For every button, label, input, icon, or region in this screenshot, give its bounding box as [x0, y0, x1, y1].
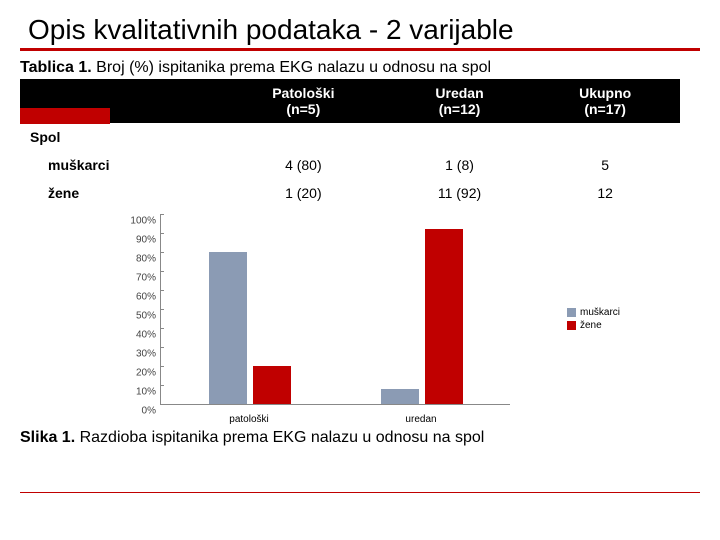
row-label: muškarci: [20, 151, 218, 179]
col-header: Ukupno(n=17): [530, 79, 680, 123]
y-tick-label: 10%: [100, 387, 156, 398]
x-tick-label: uredan: [405, 414, 436, 425]
bar: [209, 252, 247, 404]
y-tick-label: 80%: [100, 254, 156, 265]
col-header: Patološki(n=5): [218, 79, 389, 123]
table-section-row: Spol: [20, 123, 680, 151]
page-title: Opis kvalitativnih podataka - 2 varijabl…: [28, 14, 700, 46]
cell: 11 (92): [389, 179, 531, 207]
title-underline: [20, 48, 700, 51]
y-tick-label: 0%: [100, 406, 156, 417]
y-tick-mark: [160, 252, 164, 253]
y-tick-mark: [160, 347, 164, 348]
footer-line: [20, 492, 700, 493]
y-tick-label: 90%: [100, 235, 156, 246]
legend-swatch: [567, 321, 576, 330]
accent-bar: [20, 108, 110, 124]
cell: 5: [530, 151, 680, 179]
y-tick-mark: [160, 233, 164, 234]
legend-swatch: [567, 308, 576, 317]
figure-caption: Slika 1. Razdioba ispitanika prema EKG n…: [20, 429, 700, 447]
row-label: žene: [20, 179, 218, 207]
table-caption: Tablica 1. Broj (%) ispitanika prema EKG…: [20, 59, 700, 77]
data-table: Patološki(n=5) Uredan(n=12) Ukupno(n=17)…: [20, 79, 680, 207]
bar: [253, 366, 291, 404]
table-row: žene 1 (20) 11 (92) 12: [20, 179, 680, 207]
x-tick-label: patološki: [229, 414, 268, 425]
legend-label: žene: [580, 320, 602, 331]
y-tick-mark: [160, 385, 164, 386]
y-tick-mark: [160, 366, 164, 367]
cell: 4 (80): [218, 151, 389, 179]
y-tick-label: 50%: [100, 311, 156, 322]
table-header-row: Patološki(n=5) Uredan(n=12) Ukupno(n=17): [20, 79, 680, 123]
col-header: Uredan(n=12): [389, 79, 531, 123]
y-tick-mark: [160, 404, 164, 405]
y-tick-label: 60%: [100, 292, 156, 303]
plot-area: [160, 215, 510, 405]
y-tick-label: 30%: [100, 349, 156, 360]
bar: [381, 389, 419, 404]
legend-item: muškarci: [567, 307, 620, 318]
y-tick-mark: [160, 290, 164, 291]
y-tick-label: 40%: [100, 330, 156, 341]
y-tick-label: 100%: [100, 216, 156, 227]
y-tick-mark: [160, 214, 164, 215]
y-tick-label: 70%: [100, 273, 156, 284]
table-row: muškarci 4 (80) 1 (8) 5: [20, 151, 680, 179]
cell: 1 (20): [218, 179, 389, 207]
bar-chart: muškarci žene 0% 10% 20% 30% 40% 50% 60% 70% 80%…: [100, 215, 620, 425]
y-tick-mark: [160, 309, 164, 310]
section-label: Spol: [20, 123, 218, 151]
cell: 12: [530, 179, 680, 207]
cell: 1 (8): [389, 151, 531, 179]
y-tick-mark: [160, 271, 164, 272]
legend-label: muškarci: [580, 307, 620, 318]
y-tick-mark: [160, 328, 164, 329]
chart-legend: muškarci žene: [567, 305, 620, 333]
legend-item: žene: [567, 320, 620, 331]
bar: [425, 229, 463, 404]
y-tick-label: 20%: [100, 368, 156, 379]
